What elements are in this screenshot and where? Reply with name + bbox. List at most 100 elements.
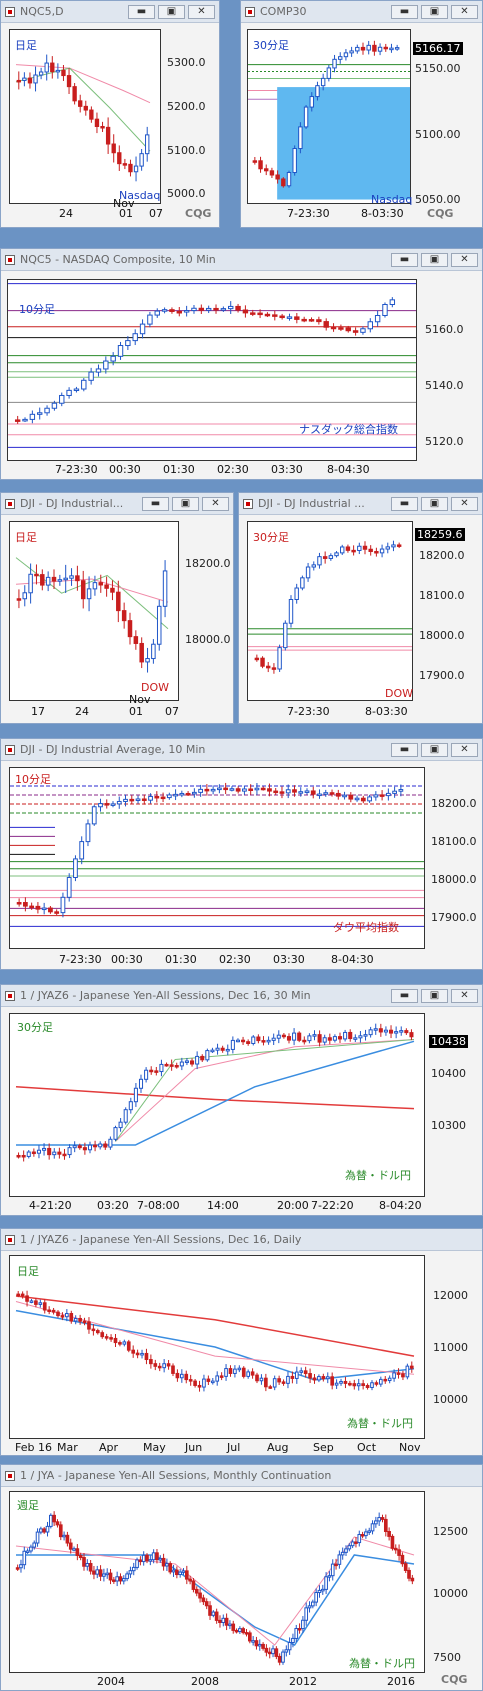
candle-body [241, 1628, 246, 1634]
window-nqc5-daily[interactable]: NQC5,D ▬ ▣ ✕ 日足 Nasdaq 5300.0 5200.0 510… [0, 0, 220, 228]
x-tick: 7-22:20 [311, 1199, 354, 1212]
candle-body [131, 1566, 136, 1572]
candle-body [283, 622, 288, 649]
x-tick: 2016 [387, 1675, 415, 1688]
candle-body [171, 1365, 175, 1374]
candle-body [109, 1337, 113, 1340]
close-button[interactable]: ✕ [451, 252, 478, 267]
minimize-button[interactable]: ▬ [391, 252, 418, 267]
chart-plot-area[interactable] [9, 1255, 425, 1439]
candle-body [166, 1363, 171, 1367]
titlebar[interactable]: 1 / JYAZ6 - Japanese Yen-All Sessions, D… [1, 1229, 482, 1251]
chart-plot-area[interactable] [7, 279, 417, 461]
maximize-button[interactable]: ▣ [421, 4, 448, 19]
close-button[interactable]: ✕ [451, 496, 478, 511]
window-dji-daily[interactable]: DJI - DJ Industrial... ▬ ▣ ✕ 日足 DOW 1820… [0, 492, 234, 724]
titlebar[interactable]: 1 / JYAZ6 - Japanese Yen-All Sessions, D… [1, 985, 482, 1007]
titlebar[interactable]: DJI - DJ Industrial ... ▬ ▣ ✕ [239, 493, 482, 515]
candle-body [153, 1363, 158, 1367]
window-yen-daily[interactable]: 1 / JYAZ6 - Japanese Yen-All Sessions, D… [0, 1228, 483, 1456]
candle-body [42, 1147, 47, 1151]
maximize-button[interactable]: ▣ [421, 742, 448, 757]
candle-body [321, 1376, 326, 1380]
candle-body [148, 795, 153, 801]
maximize-button[interactable]: ▣ [158, 4, 185, 19]
candle-body [220, 1047, 225, 1051]
x-tick: 8-03:30 [365, 705, 408, 718]
close-button[interactable]: ✕ [451, 4, 478, 19]
y-tick: 18200.0 [431, 797, 477, 810]
candle-body [210, 1380, 215, 1384]
x-tick: Apr [99, 1441, 119, 1454]
close-button[interactable]: ✕ [202, 496, 229, 511]
maximize-button[interactable]: ▣ [172, 496, 199, 511]
candle-body [174, 1064, 179, 1068]
candle-body [50, 62, 55, 73]
watermark-label: 為替・ドル円 [349, 1657, 415, 1670]
titlebar[interactable]: COMP30 ▬ ▣ ✕ [241, 1, 482, 23]
candle-body [392, 1372, 396, 1379]
titlebar[interactable]: DJI - DJ Industrial Average, 10 Min ▬ ▣ … [1, 739, 482, 761]
candle-body [88, 1563, 93, 1572]
candle-body [338, 327, 344, 330]
candle-body [302, 1039, 307, 1043]
candle-body [63, 577, 68, 581]
chart-plot-area[interactable] [247, 29, 411, 204]
candle-body [247, 1632, 252, 1642]
minimize-button[interactable]: ▬ [391, 4, 418, 19]
close-button[interactable]: ✕ [188, 4, 215, 19]
chart-canvas [15, 1023, 415, 1162]
candle-body [219, 1375, 224, 1378]
close-button[interactable]: ✕ [451, 988, 478, 1003]
candle-body [308, 1373, 312, 1379]
candle-body [287, 1642, 292, 1651]
close-button[interactable]: ✕ [451, 742, 478, 757]
minimize-button[interactable]: ▬ [391, 988, 418, 1003]
chart-plot-area[interactable] [9, 29, 161, 204]
titlebar[interactable]: NQC5 - NASDAQ Composite, 10 Min ▬ ▣ ✕ [1, 249, 482, 271]
window-nasdaq-10min[interactable]: NQC5 - NASDAQ Composite, 10 Min ▬ ▣ ✕ 10… [0, 248, 483, 480]
window-yen-monthly[interactable]: 1 / JYA - Japanese Yen-All Sessions, Mon… [0, 1464, 483, 1691]
minimize-button[interactable]: ▬ [128, 4, 155, 19]
titlebar[interactable]: DJI - DJ Industrial... ▬ ▣ ✕ [1, 493, 233, 515]
chart-plot-area[interactable] [9, 767, 425, 949]
candle-body [380, 1517, 385, 1520]
candle-body [379, 794, 385, 797]
titlebar[interactable]: 1 / JYA - Japanese Yen-All Sessions, Mon… [1, 1465, 482, 1487]
candle-body [73, 858, 78, 878]
candle-body [403, 1563, 408, 1571]
candle-body [110, 587, 115, 593]
minimize-button[interactable]: ▬ [142, 496, 169, 511]
candle-body [154, 310, 160, 316]
window-dji-30min[interactable]: DJI - DJ Industrial ... ▬ ▣ ✕ 30分足 DOW 1… [238, 492, 483, 724]
candle-body [308, 319, 315, 322]
window-comp30[interactable]: COMP30 ▬ ▣ ✕ 30分足 Nasdaq 5166.17 5150.00… [240, 0, 483, 228]
candle-body [275, 174, 280, 180]
candle-body [276, 1034, 281, 1039]
maximize-button[interactable]: ▣ [421, 988, 448, 1003]
chart-plot-area[interactable] [9, 1013, 425, 1197]
candle-body [356, 1383, 361, 1387]
candle-body [221, 1617, 226, 1624]
candle-body [19, 1564, 23, 1569]
candle-body [372, 44, 377, 52]
candle-body [184, 1373, 189, 1381]
minimize-button[interactable]: ▬ [391, 496, 418, 511]
chart-plot-area[interactable] [247, 521, 413, 701]
candle-body [342, 794, 347, 798]
chart-plot-area[interactable] [9, 521, 179, 701]
maximize-button[interactable]: ▣ [421, 252, 448, 267]
window-yen-30min[interactable]: 1 / JYAZ6 - Japanese Yen-All Sessions, D… [0, 984, 483, 1216]
candle-body [409, 1365, 414, 1369]
chart-plot-area[interactable] [9, 1491, 425, 1673]
titlebar[interactable]: NQC5,D ▬ ▣ ✕ [1, 1, 219, 23]
minimize-button[interactable]: ▬ [391, 742, 418, 757]
x-tick: Aug [267, 1441, 289, 1454]
candle-body [81, 379, 87, 390]
candle-body [58, 1524, 63, 1538]
candle-body [62, 1153, 67, 1157]
candle-body [66, 876, 72, 898]
maximize-button[interactable]: ▣ [421, 496, 448, 511]
window-dji-10min[interactable]: DJI - DJ Industrial Average, 10 Min ▬ ▣ … [0, 738, 483, 970]
candle-body [57, 579, 63, 582]
